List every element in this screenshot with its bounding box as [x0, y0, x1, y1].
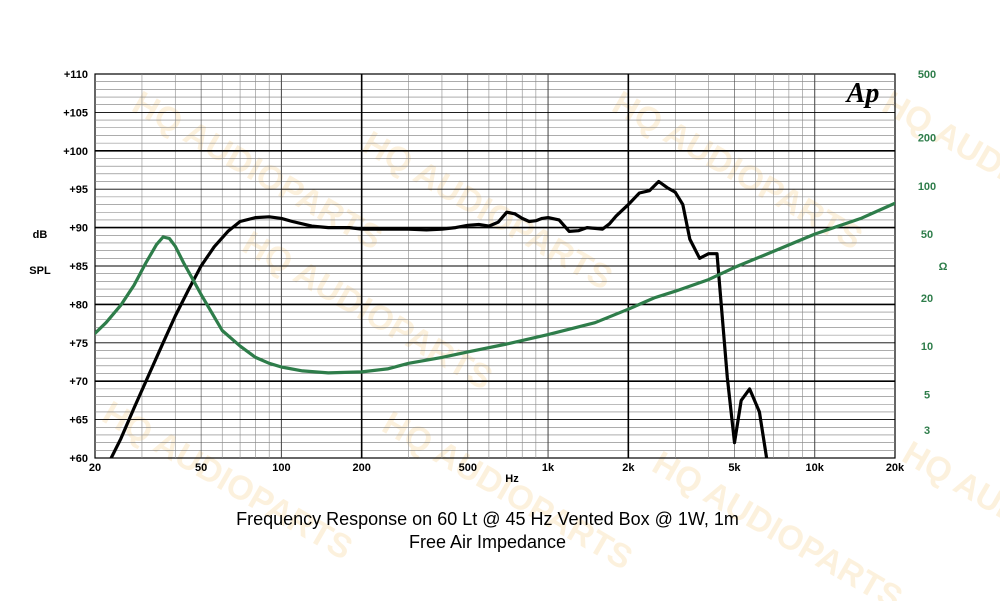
- y-tick-label-right: 500: [918, 69, 936, 81]
- y-tick-label-right: 20: [921, 293, 933, 305]
- x-axis-label: Hz: [505, 473, 519, 485]
- impedance-curve: [95, 201, 895, 375]
- x-tick-label: 500: [459, 462, 477, 474]
- caption-frequency-response: Frequency Response on 60 Lt @ 45 Hz Vent…: [236, 509, 739, 529]
- x-tick-label: 20: [89, 462, 101, 474]
- y-tick-label-left: +85: [69, 261, 88, 273]
- y-tick-label-right: 50: [921, 229, 933, 241]
- grid-minor: [95, 74, 895, 458]
- x-tick-label: 10k: [806, 462, 825, 474]
- caption-impedance: Free Air Impedance: [408, 532, 567, 552]
- y-tick-label-left: +110: [64, 69, 88, 81]
- y-tick-label-left: +105: [63, 107, 88, 119]
- y-tick-label-left: +75: [69, 338, 88, 350]
- y-tick-label-right: 200: [918, 133, 936, 145]
- left-tick-labels: +110 +105 +100 +95 +90 +85 +80 +75 +70 +65 +60: [63, 69, 88, 465]
- y-right-label: Ω: [939, 261, 948, 273]
- x-tick-label: 200: [352, 462, 370, 474]
- watermark-text: HQ AUDIOPARTS: [606, 84, 869, 258]
- y-tick-label-right: 5: [924, 389, 930, 401]
- y-left-label-line2: SPL: [29, 265, 51, 277]
- y-left-label-line1: dB: [33, 229, 48, 241]
- x-tick-labels: 20 50 100 200 500 1k 2k 5k 10k 20k: [89, 462, 905, 474]
- y-tick-label-left: +70: [69, 376, 88, 388]
- series-layer: [95, 179, 895, 458]
- spl-curve: [109, 179, 769, 458]
- y-tick-label-left: +65: [69, 415, 88, 427]
- right-tick-labels: 500 200 100 50 20 10 5 3: [918, 69, 936, 437]
- x-tick-label: 20k: [886, 462, 905, 474]
- y-tick-label-right: 10: [921, 341, 933, 353]
- y-tick-label-left: +60: [69, 453, 88, 465]
- grid-major: [95, 74, 895, 458]
- y-tick-label-right: 3: [924, 425, 930, 437]
- x-tick-label: 2k: [622, 462, 635, 474]
- y-tick-label-left: +80: [69, 299, 88, 311]
- y-tick-label-left: +95: [69, 184, 88, 196]
- y-tick-label-left: +100: [63, 146, 88, 158]
- y-tick-label-right: 100: [918, 181, 936, 193]
- x-tick-label: 5k: [728, 462, 741, 474]
- y-tick-label-left: +90: [69, 223, 88, 235]
- x-tick-label: 1k: [542, 462, 555, 474]
- x-tick-label: 100: [272, 462, 290, 474]
- ap-logo: Ap: [845, 78, 880, 109]
- x-tick-label: 50: [195, 462, 207, 474]
